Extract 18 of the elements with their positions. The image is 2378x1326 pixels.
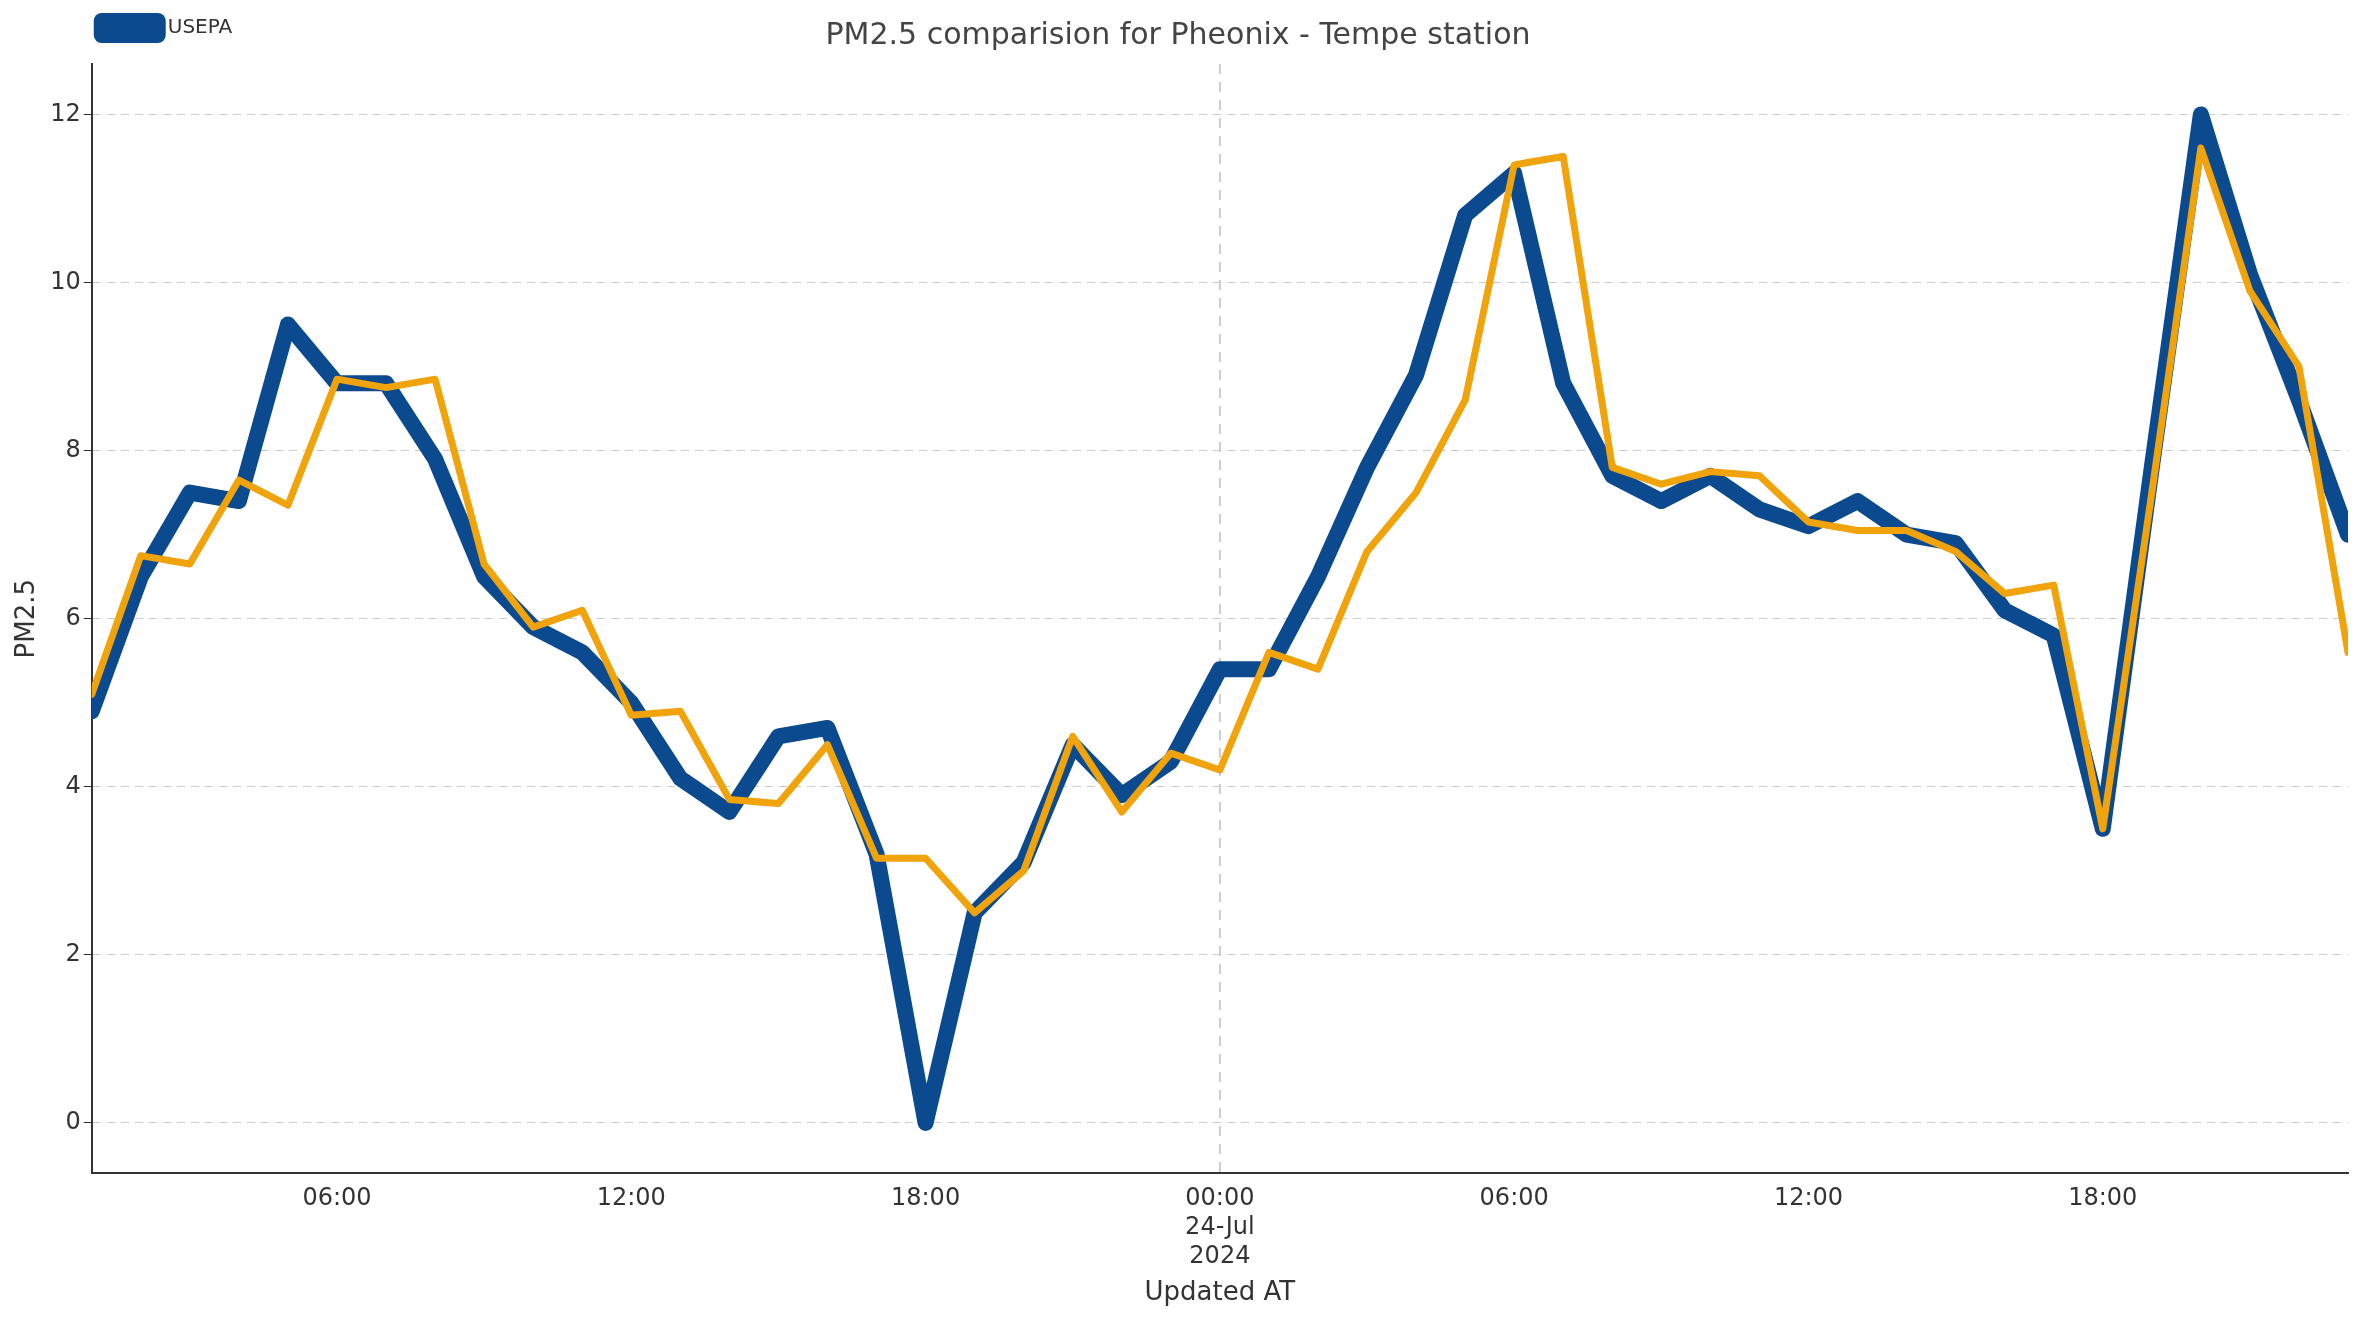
chart-title: PM2.5 comparision for Pheonix - Tempe station: [825, 15, 1531, 51]
x-tick-label: 00:00 24-Jul 2024: [1185, 1183, 1255, 1269]
y-tick-label: 8: [65, 434, 81, 463]
y-tick-label: 12: [50, 98, 81, 127]
y-tick-label: 6: [65, 602, 81, 631]
legend-label: USEPA: [167, 14, 233, 39]
y-tick-label: 2: [65, 939, 81, 968]
y-tick-label: 0: [65, 1107, 81, 1136]
y-tick-label: 4: [65, 771, 81, 800]
x-tick-label: 06:00: [1479, 1183, 1549, 1212]
x-tick-label: 06:00: [302, 1183, 372, 1212]
y-axis-title: PM2.5: [10, 578, 41, 659]
x-tick-label: 12:00: [596, 1183, 666, 1212]
y-tick-label: 10: [50, 266, 81, 295]
x-tick-label: 18:00: [890, 1183, 961, 1212]
x-tick-label: 12:00: [1773, 1183, 1844, 1212]
x-axis-title: Updated AT: [1144, 1276, 1296, 1307]
x-tick-label: 18:00: [2068, 1183, 2138, 1212]
